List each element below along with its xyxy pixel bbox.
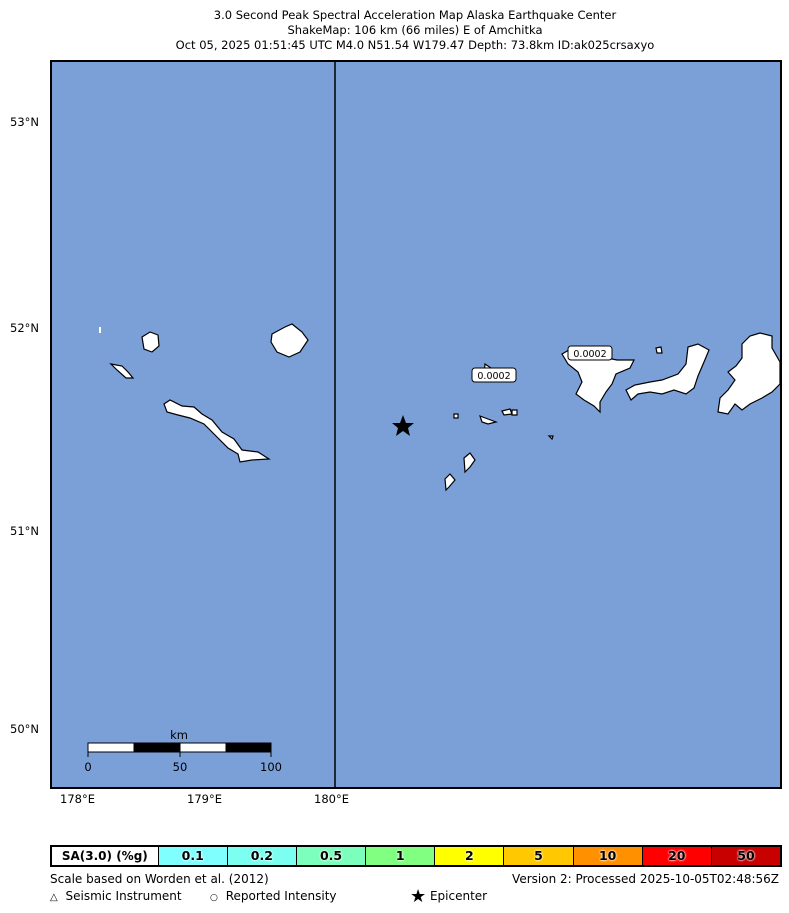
legend-bin: 5 [503,847,573,865]
station-label[interactable]: 0.0002 [471,367,517,383]
island [453,413,459,419]
svg-text:50: 50 [173,760,188,774]
station-label[interactable]: 0.0002 [567,345,613,361]
lon-label: 179°E [187,792,222,806]
version-info: Version 2: Processed 2025-10-05T02:48:56… [512,872,779,886]
island [270,323,309,358]
legend-bin: 50 [710,847,781,865]
svg-text:km: km [170,728,188,742]
legend-bin: 20 [641,847,711,865]
island [163,399,271,463]
reported-intensity-label: Reported Intensity [225,889,337,903]
intensity-legend: SA(3.0) (%g) 0.1 0.2 0.5 1 2 5 10 20 50 [50,845,782,867]
seismic-instrument-label: Seismic Instrument [65,889,182,903]
island [444,473,456,492]
scale-note: Scale based on Worden et al. (2012) [50,872,269,886]
lon-label: 178°E [60,792,95,806]
map-title: 3.0 Second Peak Spectral Acceleration Ma… [213,8,617,22]
island [99,327,101,333]
map-area[interactable]: 0.0002 0.0002 km 0 50 100 [50,60,782,789]
lon-label: 180°E [314,792,349,806]
seismic-instrument-legend: △ Seismic Instrument [50,889,182,903]
map-svg: 0.0002 0.0002 km 0 50 100 [84,62,780,787]
legend-bin: 0.5 [295,847,366,865]
island [141,331,160,353]
epicenter-star-icon[interactable] [392,415,414,436]
island [463,452,476,474]
circle-icon: ○ [210,893,218,903]
svg-text:0: 0 [84,760,91,774]
island [109,363,135,379]
event-details: Oct 05, 2025 01:51:45 UTC M4.0 N51.54 W1… [175,38,655,52]
legend-bin: 0.1 [157,847,227,865]
legend-label: SA(3.0) (%g) [52,847,158,865]
epicenter-label: Epicenter [429,889,488,903]
star-icon: ★ [410,886,427,907]
island [625,343,710,401]
epicenter-legend: ★ Epicenter [410,886,487,907]
island [717,332,780,415]
legend-bin: 2 [434,847,504,865]
lat-label: 50°N [10,722,39,736]
island [501,408,513,416]
svg-text:100: 100 [260,760,282,774]
islands [99,323,780,492]
legend-bin: 0.2 [226,847,296,865]
svg-text:0.0002: 0.0002 [573,349,606,360]
scale-bar: km 0 50 100 [84,728,282,774]
legend-bin: 1 [365,847,435,865]
island [479,414,499,425]
lat-label: 51°N [10,524,39,538]
legend-bin: 10 [572,847,642,865]
map-subtitle: ShakeMap: 106 km (66 miles) E of Amchitk… [287,23,543,37]
svg-text:0.0002: 0.0002 [477,371,510,382]
reported-intensity-legend: ○ Reported Intensity [210,889,337,903]
island [511,409,518,416]
island [547,435,554,441]
island [655,346,663,354]
triangle-icon: △ [50,892,58,903]
lat-label: 52°N [10,321,39,335]
lat-label: 53°N [10,115,39,129]
